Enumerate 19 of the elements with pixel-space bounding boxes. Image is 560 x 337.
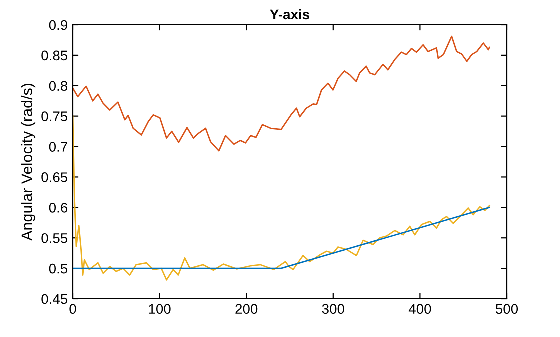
y-tick-label: 0.5: [49, 264, 68, 274]
chart-title: Y-axis: [270, 9, 310, 20]
x-tick-label: 500: [496, 304, 518, 314]
y-tick-label: 0.9: [49, 20, 68, 30]
y-tick-label: 0.6: [49, 203, 68, 213]
y-tick-label: 0.7: [49, 142, 68, 152]
y-tick-label: 0.65: [42, 172, 68, 182]
y-tick-label: 0.55: [42, 233, 68, 244]
y-tick-label: 0.85: [42, 50, 68, 61]
x-tick-label: 400: [408, 304, 432, 314]
x-tick-label: 0: [70, 304, 76, 314]
x-tick-label: 300: [322, 304, 344, 314]
line-series: [73, 36, 490, 152]
y-axis-title: Angular Velocity (rad/s): [21, 84, 36, 241]
y-tick-label: 0.8: [49, 81, 68, 92]
x-tick-label: 200: [236, 304, 258, 314]
y-tick-label: 0.75: [42, 112, 68, 122]
x-tick-label: 100: [149, 304, 171, 314]
y-tick-label: 0.45: [42, 294, 68, 304]
